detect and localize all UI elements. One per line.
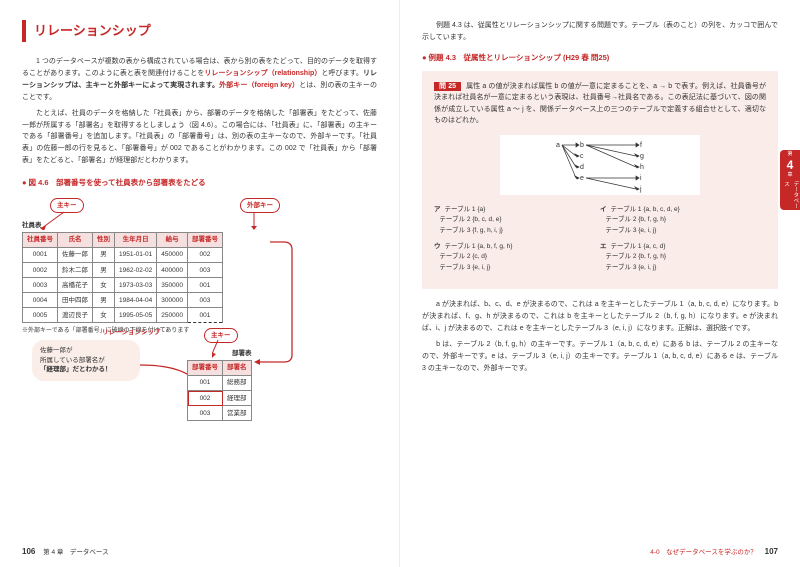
- para-1: 1 つのデータベースが複数の表から構成されている場合は、表から別の表をたどって、…: [22, 56, 377, 104]
- svg-text:a: a: [556, 142, 560, 149]
- p1e: 外部キー（foreign key）: [219, 82, 299, 89]
- svg-text:c: c: [580, 153, 584, 160]
- th: 生年月日: [115, 232, 157, 247]
- tbl1-caption: 社員表: [22, 220, 223, 231]
- choice-a: アテーブル 1 {a} テーブル 2 {b, c, d, e} テーブル 3 {…: [434, 205, 600, 236]
- th: 部署番号: [188, 360, 223, 375]
- table-row: 003営業部: [188, 406, 252, 421]
- question: 問 25 属性 a の値が決まれば属性 b の値が一意に定まることを、a → b…: [434, 81, 766, 127]
- p1b: リレーションシップ（relationship）: [204, 70, 321, 77]
- p1c: と呼びます。: [321, 70, 363, 77]
- footer-right: 4-0 なぜデータベースを学ぶのか？ 107: [650, 545, 778, 559]
- th: 氏名: [58, 232, 93, 247]
- page-left: リレーションシップ 1 つのデータベースが複数の表から構成されている場合は、表か…: [0, 0, 400, 567]
- table-dept: 部署番号 部署名 001総務部 002経理部 003営業部: [187, 360, 252, 421]
- svg-text:i: i: [640, 175, 642, 182]
- table-row: 0005渡辺良子女1995-05-05250000001: [23, 308, 223, 323]
- table-row: 0002鈴木二郎男1962-02-02400000003: [23, 263, 223, 278]
- page-number: 106: [22, 547, 35, 556]
- q-label: 問 25: [434, 82, 461, 91]
- example-box: 問 25 属性 a の値が決まれば属性 b の値が一意に定まることを、a → b…: [422, 71, 778, 290]
- example-title: 例題 4.3 従属性とリレーションシップ (H29 春 問25): [422, 52, 778, 65]
- th: 性別: [93, 232, 115, 247]
- choices: アテーブル 1 {a} テーブル 2 {b, c, d, e} テーブル 3 {…: [434, 205, 766, 279]
- table-row: 002経理部: [188, 391, 252, 406]
- tbl1-header-row: 社員番号 氏名 性別 生年月日 給与 部署番号: [23, 232, 223, 247]
- th: 給与: [157, 232, 188, 247]
- svg-text:g: g: [640, 153, 644, 160]
- dependency-diagram: a bcde fghij: [500, 135, 700, 195]
- th: 部署番号: [187, 232, 222, 247]
- svg-text:h: h: [640, 164, 644, 171]
- th: 社員番号: [23, 232, 58, 247]
- table-dept-wrap: 部署表 部署番号 部署名 001総務部 002経理部 003営業部: [187, 348, 252, 421]
- callout-box: 佐藤一郎が 所属している部署名が 「経理部」だとわかる！: [32, 340, 140, 381]
- choice-e: エテーブル 1 {a, c, d} テーブル 2 {b, f, g, h} テー…: [600, 242, 766, 273]
- pk-tag-1: 主キー: [50, 198, 84, 213]
- explain-1: a が決まれば、b、c、d、e が決まるので、これは a を主キーとしたテーブル…: [422, 299, 778, 335]
- diagram-svg: a bcde fghij: [500, 135, 700, 195]
- figure-title: 図 4.6 部署番号を使って社員表から部署表をたどる: [22, 177, 377, 190]
- fk-tag: 外部キー: [240, 198, 280, 213]
- right-para1: 例題 4.3 は、従属性とリレーションシップに関する問題です。テーブル（表のこと…: [422, 20, 778, 44]
- choice-i: イテーブル 1 {a, b, c, d, e} テーブル 2 {b, f, g,…: [600, 205, 766, 236]
- tbl2-caption: 部署表: [187, 348, 252, 359]
- relationship-label: リレーションシップ: [102, 327, 160, 338]
- q-body: 属性 a の値が決まれば属性 b の値が一意に定まることを、a → b で表す。…: [434, 83, 766, 125]
- svg-text:j: j: [639, 186, 642, 193]
- tbl2-header-row: 部署番号 部署名: [188, 360, 252, 375]
- table-employees-wrap: 社員表 社員番号 氏名 性別 生年月日 給与 部署番号 0001佐藤一郎男195…: [22, 220, 223, 337]
- page-right: 例題 4.3 は、従属性とリレーションシップに関する問題です。テーブル（表のこと…: [400, 0, 800, 567]
- explain-2: b は、テーブル 2（b, f, g, h）の主キーです。テーブル 1（a, b…: [422, 339, 778, 375]
- svg-text:e: e: [580, 175, 584, 182]
- pk-tag-2: 主キー: [204, 328, 238, 343]
- table-row: 0004田中四郎男1984-04-04300000003: [23, 293, 223, 308]
- svg-text:b: b: [580, 142, 584, 149]
- choice-u: ウテーブル 1 {a, b, f, g, h} テーブル 2 {c, d} テー…: [434, 242, 600, 273]
- svg-text:d: d: [580, 164, 584, 171]
- chapter-title: 第 4 章 データベース: [43, 549, 108, 556]
- table-row: 0003高橋花子女1973-03-03350000001: [23, 278, 223, 293]
- para-2: たとえば、社員のデータを格納した「社員表」から、部署のデータを格納した「部署表」…: [22, 108, 377, 167]
- table-row: 001総務部: [188, 375, 252, 390]
- heading: リレーションシップ: [22, 20, 377, 42]
- svg-text:f: f: [640, 142, 642, 149]
- page-number: 107: [765, 547, 778, 556]
- th: 部署名: [223, 360, 252, 375]
- section-title: 4-0 なぜデータベースを学ぶのか？: [650, 549, 757, 556]
- table-row: 0001佐藤一郎男1951-01-01450000002: [23, 247, 223, 262]
- table-employees: 社員番号 氏名 性別 生年月日 給与 部署番号 0001佐藤一郎男1951-01…: [22, 232, 223, 323]
- footer-left: 106 第 4 章 データベース: [22, 545, 109, 559]
- chapter-tab: 第 4 章 データベース: [780, 150, 800, 210]
- figure-content: 主キー 外部キー 社員表 社員番号 氏名 性別 生年月日 給与 部署番号 000…: [22, 200, 377, 415]
